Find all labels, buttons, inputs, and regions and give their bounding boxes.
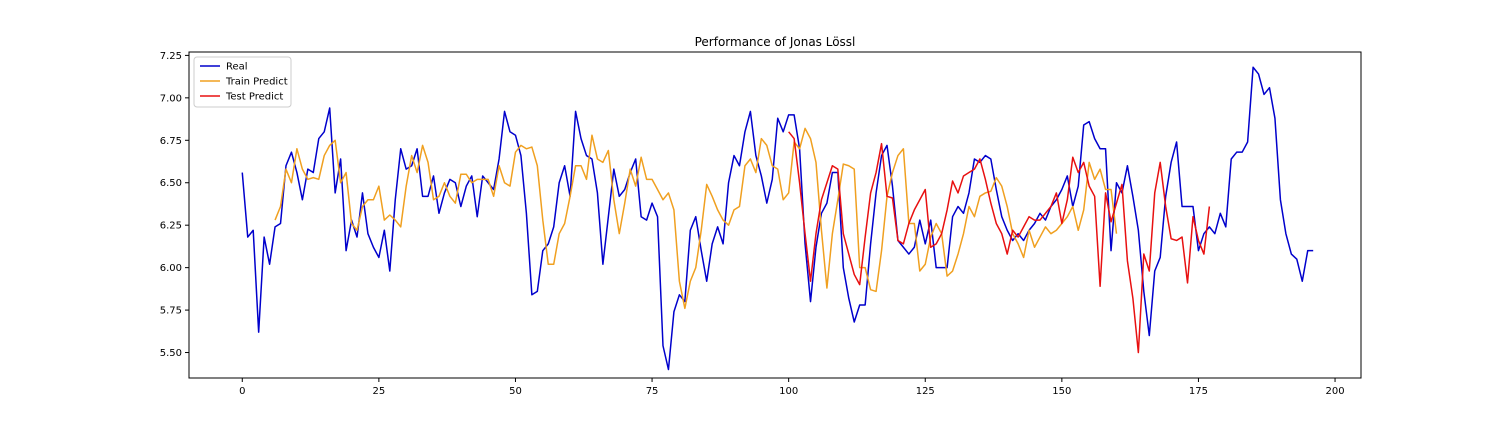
legend-label: Test Predict xyxy=(225,92,283,103)
x-tick-label: 200 xyxy=(1325,386,1344,397)
y-axis: 5.50 5.75 6.00 6.25 6.50 6.75 7.00 7.25 xyxy=(160,51,189,359)
y-tick-label: 5.75 xyxy=(160,306,182,317)
legend-box xyxy=(193,56,292,108)
legend-label: Train Predict xyxy=(225,77,288,88)
x-axis: 0 25 50 75 100 125 150 175 200 xyxy=(239,378,1345,397)
series-line-test-predict xyxy=(788,131,1211,354)
x-tick-label: 100 xyxy=(779,386,798,397)
y-tick-label: 5.50 xyxy=(160,348,182,359)
legend-label: Real xyxy=(226,62,248,73)
chart-title: Performance of Jonas Lössl xyxy=(695,35,856,49)
x-tick-label: 75 xyxy=(646,386,659,397)
x-tick-label: 50 xyxy=(509,386,522,397)
y-tick-label: 6.50 xyxy=(160,178,182,189)
y-tick-label: 6.00 xyxy=(160,263,182,274)
plot-frame xyxy=(188,51,1362,379)
series-line-train-predict xyxy=(274,127,1118,310)
x-tick-label: 25 xyxy=(373,386,386,397)
y-tick-label: 6.75 xyxy=(160,136,182,147)
x-tick-label: 125 xyxy=(916,386,935,397)
y-tick-label: 7.00 xyxy=(160,93,182,104)
y-tick-label: 6.25 xyxy=(160,221,182,232)
x-tick-label: 175 xyxy=(1189,386,1208,397)
x-tick-label: 150 xyxy=(1052,386,1071,397)
series-layer xyxy=(241,66,1314,371)
series-line-real xyxy=(241,66,1314,371)
y-tick-label: 7.25 xyxy=(160,51,182,62)
legend: Real Train Predict Test Predict xyxy=(193,56,292,108)
x-tick-label: 0 xyxy=(239,386,245,397)
